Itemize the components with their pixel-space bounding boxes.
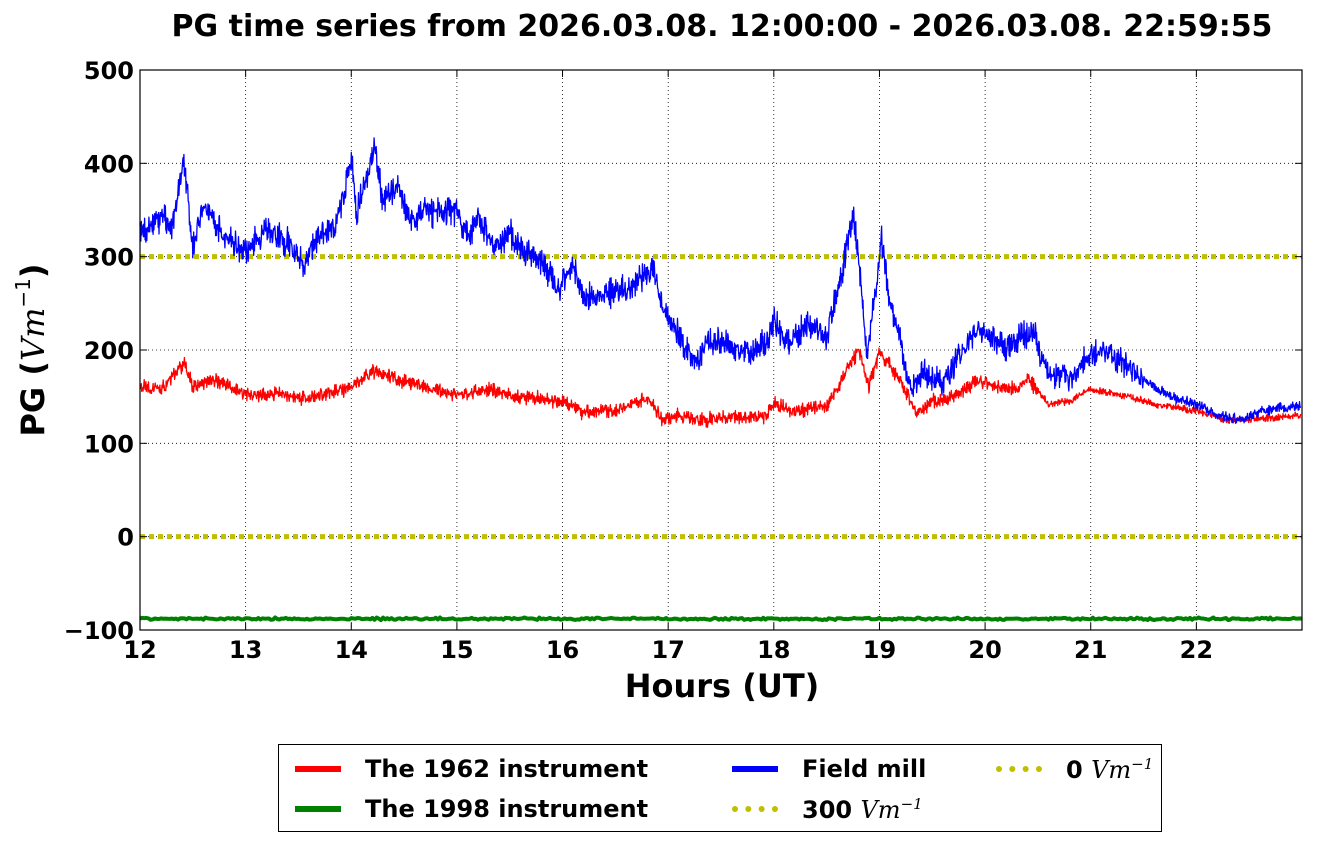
series-line-the-1962-instrument (139, 347, 1302, 428)
y-tick-label: 500 (84, 57, 134, 85)
legend-item-field-mill: Field mill (732, 754, 926, 784)
y-axis-label-close: ) (14, 263, 52, 278)
x-tick-label: 19 (863, 636, 896, 664)
y-tick-label: −100 (64, 617, 134, 645)
legend-label-1998: The 1998 instrument (365, 795, 649, 823)
y-axis-label: PG (Vm−1) (11, 263, 52, 436)
legend-value-0: 0 (1066, 755, 1083, 784)
x-tick-label: 13 (229, 636, 262, 664)
x-tick-label: 12 (123, 636, 156, 664)
legend-item-300: 300 Vm−1 (732, 794, 923, 824)
legend-swatch-0 (996, 766, 1042, 772)
legend-label-field-mill: Field mill (802, 755, 927, 783)
legend-swatch-1998 (295, 806, 341, 812)
axis-ticks: 12 13 14 15 16 17 18 19 20 21 22 −100 0 100 200 300 400 5… (64, 57, 1302, 664)
series-lines (139, 137, 1303, 623)
y-tick-label: 0 (117, 524, 134, 552)
chart-title: PG time series from 2026.03.08. 12:00:00… (172, 9, 1273, 44)
x-tick-label: 17 (651, 636, 684, 664)
x-tick-label: 21 (1074, 636, 1107, 664)
legend-item-0: 0 Vm−1 (996, 754, 1153, 784)
y-axis-label-unit: Vm (14, 308, 52, 361)
y-tick-label: 200 (84, 337, 134, 365)
y-axis-label-main: PG ( (14, 361, 52, 436)
x-tick-label: 16 (546, 636, 579, 664)
legend-swatch-300 (732, 806, 778, 812)
y-tick-label: 400 (84, 150, 134, 178)
reference-lines (140, 254, 1302, 540)
legend-swatch-1962 (295, 766, 341, 772)
y-axis-label-exp: −1 (11, 278, 35, 307)
legend-unit-300: Vm−1 (860, 794, 923, 824)
legend-label-0: 0 Vm−1 (1066, 755, 1153, 784)
series-line-the-1998-instrument (139, 615, 1303, 623)
legend-item-1998: The 1998 instrument (295, 794, 648, 824)
y-tick-label: 300 (84, 244, 134, 272)
x-tick-label: 15 (440, 636, 473, 664)
legend-label-1962: The 1962 instrument (365, 755, 649, 783)
x-tick-label: 14 (335, 636, 368, 664)
series-line-field-mill (139, 137, 1302, 424)
legend-value-300: 300 (802, 795, 853, 824)
legend-swatch-field-mill (732, 766, 778, 772)
x-tick-label: 22 (1180, 636, 1213, 664)
legend-unit-0: Vm−1 (1091, 754, 1154, 784)
legend: The 1962 instrument The 1998 instrument … (278, 744, 1162, 832)
x-tick-label: 20 (968, 636, 1001, 664)
legend-item-1962: The 1962 instrument (295, 754, 648, 784)
legend-label-300: 300 Vm−1 (802, 795, 923, 824)
x-tick-label: 18 (757, 636, 790, 664)
y-tick-label: 100 (84, 430, 134, 458)
x-axis-label: Hours (UT) (625, 667, 820, 705)
